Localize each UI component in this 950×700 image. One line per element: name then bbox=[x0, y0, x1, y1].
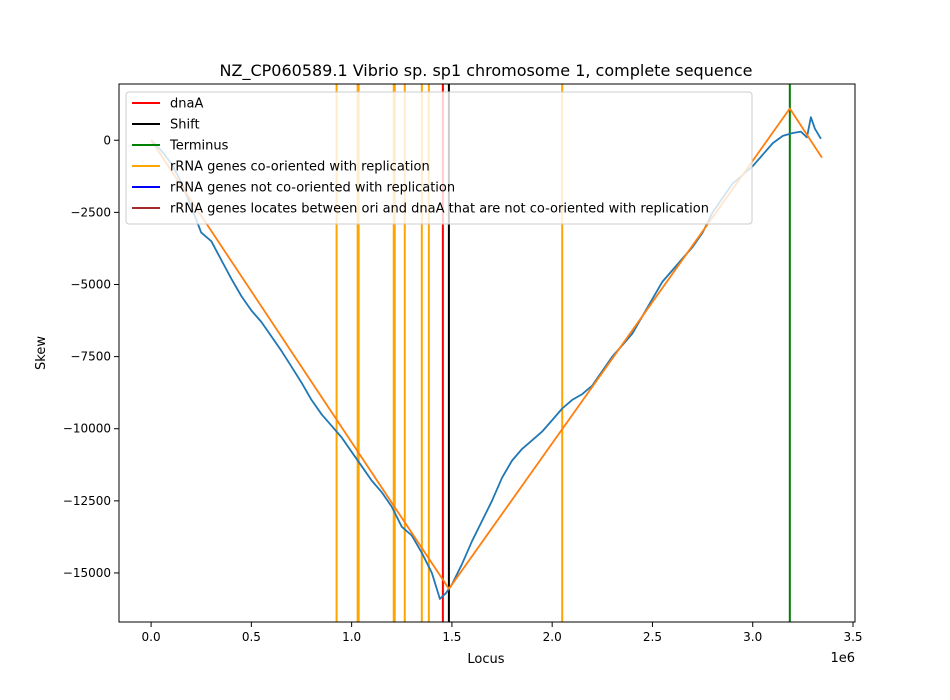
x-axis: 0.0 0.5 1.0 1.5 2.0 2.5 3.0 3.5 bbox=[142, 622, 863, 644]
x-tick-label: 2.5 bbox=[643, 630, 662, 644]
legend-label: rRNA genes locates between ori and dnaA … bbox=[170, 202, 709, 217]
y-axis-label: Skew bbox=[34, 336, 49, 370]
legend-label: Terminus bbox=[169, 139, 229, 154]
x-tick-label: 1.5 bbox=[442, 630, 461, 644]
x-tick-label: 3.5 bbox=[843, 630, 862, 644]
y-tick-label: −2500 bbox=[70, 205, 111, 219]
legend-label: Shift bbox=[170, 118, 200, 133]
x-axis-label: Locus bbox=[467, 652, 504, 667]
x-tick-label: 1.0 bbox=[342, 630, 361, 644]
legend-box bbox=[125, 91, 753, 225]
x-tick-label: 2.0 bbox=[543, 630, 562, 644]
x-tick-label: 0.0 bbox=[142, 630, 161, 644]
y-tick-label: −10000 bbox=[63, 422, 111, 436]
x-tick-label: 3.0 bbox=[743, 630, 762, 644]
chart-title: NZ_CP060589.1 Vibrio sp. sp1 chromosome … bbox=[220, 61, 753, 81]
series-line-fit bbox=[150, 107, 823, 590]
legend-label: dnaA bbox=[170, 97, 203, 112]
y-tick-label: −5000 bbox=[70, 277, 111, 291]
x-axis-offset-label: 1e6 bbox=[830, 651, 855, 666]
y-tick-label: −15000 bbox=[63, 566, 111, 580]
x-tick-label: 0.5 bbox=[242, 630, 261, 644]
plot-frame bbox=[118, 83, 856, 623]
y-tick-label: 0 bbox=[103, 133, 111, 147]
y-axis: 0 −2500 −5000 −7500 −10000 −12500 −15000 bbox=[63, 133, 119, 580]
legend-label: rRNA genes not co-oriented with replicat… bbox=[170, 181, 455, 196]
y-tick-label: −12500 bbox=[63, 494, 111, 508]
legend-label: rRNA genes co-oriented with replication bbox=[170, 160, 430, 175]
y-tick-label: −7500 bbox=[70, 350, 111, 364]
legend: dnaA Shift Terminus rRNA genes co-oriented … bbox=[125, 91, 753, 225]
